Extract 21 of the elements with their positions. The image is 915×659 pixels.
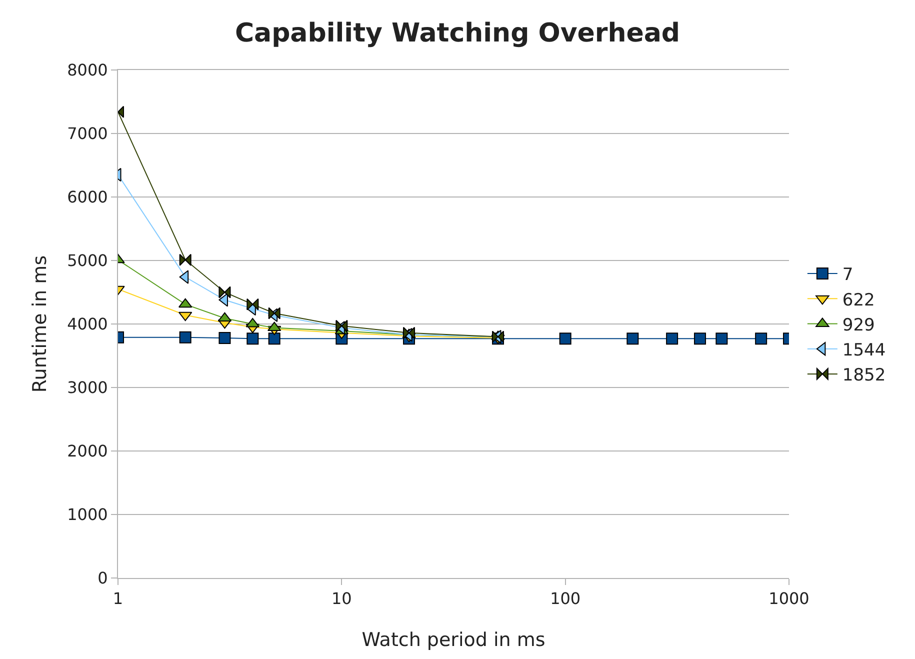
y-tick-label: 0 bbox=[98, 568, 108, 588]
y-tick-label: 8000 bbox=[67, 60, 108, 80]
x-tick-label: 10 bbox=[331, 589, 352, 608]
y-tick-label: 2000 bbox=[67, 442, 108, 461]
legend-label: 622 bbox=[842, 290, 875, 310]
x-tick-label: 1000 bbox=[768, 589, 810, 608]
y-tick-label: 5000 bbox=[67, 251, 108, 270]
legend-label: 7 bbox=[842, 265, 854, 286]
x-tick-label: 100 bbox=[550, 589, 581, 608]
y-tick-label: 1000 bbox=[67, 505, 108, 524]
x-axis-title: Watch period in ms bbox=[362, 629, 546, 651]
chart-title: Capability Watching Overhead bbox=[234, 18, 680, 48]
legend-label: 929 bbox=[842, 315, 875, 336]
x-tick-label: 1 bbox=[112, 589, 124, 608]
legend-label: 1852 bbox=[842, 366, 886, 386]
y-tick-label: 7000 bbox=[67, 124, 108, 144]
legend-label: 1544 bbox=[842, 340, 886, 360]
y-tick-label: 3000 bbox=[67, 378, 108, 398]
y-tick-label: 6000 bbox=[67, 188, 108, 207]
y-axis-title: Runtime in ms bbox=[28, 255, 51, 393]
y-tick-label: 4000 bbox=[67, 314, 108, 334]
